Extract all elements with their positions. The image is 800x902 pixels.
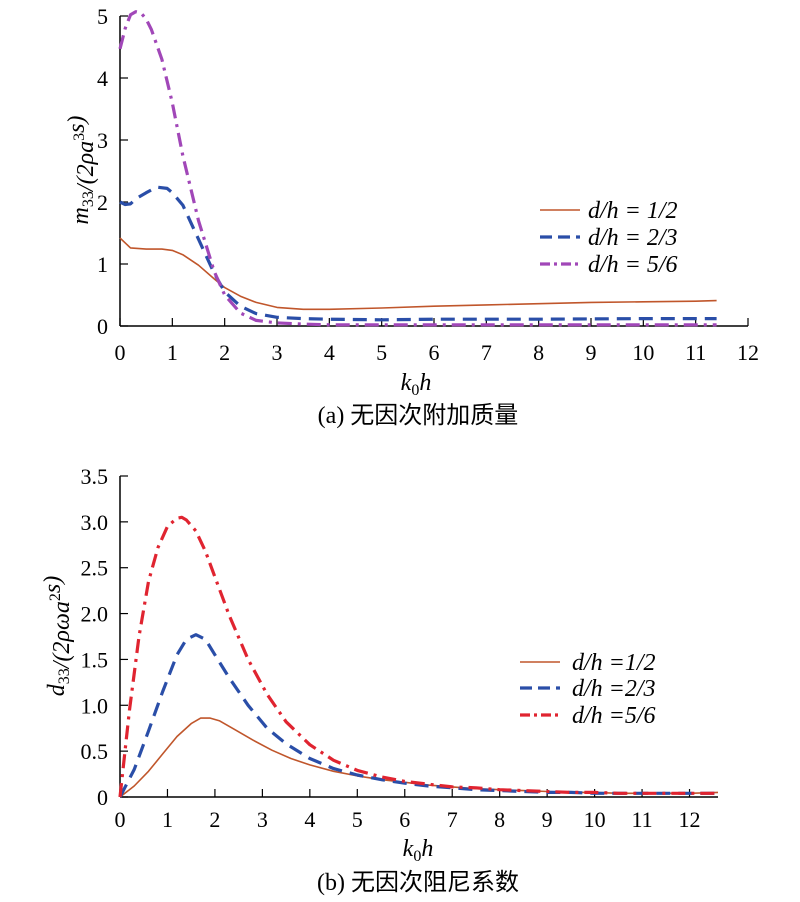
y-tick-label: 1.5 xyxy=(81,647,109,672)
y-tick-label: 0.5 xyxy=(81,739,109,764)
x-tick-label: 4 xyxy=(324,340,335,365)
legend-label-2: d/h =2/3 xyxy=(572,676,656,702)
x-tick-label: 12 xyxy=(737,340,759,365)
chart-caption: (a) 无因次附加质量 xyxy=(318,402,519,429)
x-tick-label: 9 xyxy=(542,807,553,832)
legend-label-2: d/h = 2/3 xyxy=(588,225,678,251)
chart-b: 0 1 2 3 4 5 6 7 8 9 10 11 1200.51.01.52.02.53.03.5k0… xyxy=(40,464,719,896)
x-tick-label: 11 xyxy=(631,807,652,832)
y-tick-label: 5 xyxy=(97,4,108,29)
x-tick-label: 9 xyxy=(586,340,597,365)
x-tick-label: 1 xyxy=(167,340,178,365)
y-tick-label: 0 xyxy=(97,314,108,339)
legend-label-3: d/h =5/6 xyxy=(572,703,656,729)
legend-label-1: d/h =1/2 xyxy=(572,650,656,676)
chart-a: 0 1 2 3 4 5 6 7 8 9 10 11 12012345k0hm33/(2ρa3s)d/h … xyxy=(64,4,759,429)
y-tick-label: 3 xyxy=(97,128,108,153)
x-tick-label: 10 xyxy=(584,807,606,832)
legend-label-1: d/h = 1/2 xyxy=(588,198,678,224)
series-line-3 xyxy=(118,515,718,798)
x-tick-label: 1 xyxy=(162,807,173,832)
x-tick-label: 6 xyxy=(429,340,440,365)
chart-caption: (b) 无因次阻尼系数 xyxy=(317,869,519,896)
x-tick-label: 0 xyxy=(115,340,126,365)
y-tick-label: 2.0 xyxy=(81,602,109,627)
x-tick-label: 8 xyxy=(494,807,505,832)
y-tick-label: 3.5 xyxy=(81,464,109,489)
x-tick-label: 8 xyxy=(533,340,544,365)
x-tick-label: 5 xyxy=(376,340,387,365)
x-tick-label: 4 xyxy=(304,807,315,832)
x-tick-label: 0 xyxy=(115,807,126,832)
x-tick-label: 12 xyxy=(679,807,701,832)
x-tick-label: 2 xyxy=(209,807,220,832)
y-tick-label: 0 xyxy=(97,785,108,810)
y-tick-label: 1.0 xyxy=(81,693,109,718)
x-tick-label: 10 xyxy=(632,340,654,365)
x-tick-label: 3 xyxy=(257,807,268,832)
x-axis-label: k0h xyxy=(403,836,434,865)
x-tick-label: 7 xyxy=(481,340,492,365)
x-tick-label: 7 xyxy=(447,807,458,832)
x-axis-label: k0h xyxy=(401,370,432,399)
x-tick-label: 6 xyxy=(399,807,410,832)
y-tick-label: 2.5 xyxy=(81,556,109,581)
legend-label-3: d/h = 5/6 xyxy=(588,252,678,278)
y-axis-label: d33/(2ρωa2s) xyxy=(40,576,75,696)
x-tick-label: 11 xyxy=(685,340,706,365)
y-tick-label: 2 xyxy=(97,190,108,215)
x-tick-label: 5 xyxy=(352,807,363,832)
y-tick-label: 1 xyxy=(97,252,108,277)
series-line-1 xyxy=(119,237,717,311)
y-axis-label: m33/(2ρa3s) xyxy=(64,116,99,225)
x-tick-label: 3 xyxy=(272,340,283,365)
y-tick-label: 4 xyxy=(97,66,108,91)
y-tick-label: 3.0 xyxy=(81,510,109,535)
series-line-3 xyxy=(118,10,717,327)
x-tick-label: 2 xyxy=(219,340,230,365)
